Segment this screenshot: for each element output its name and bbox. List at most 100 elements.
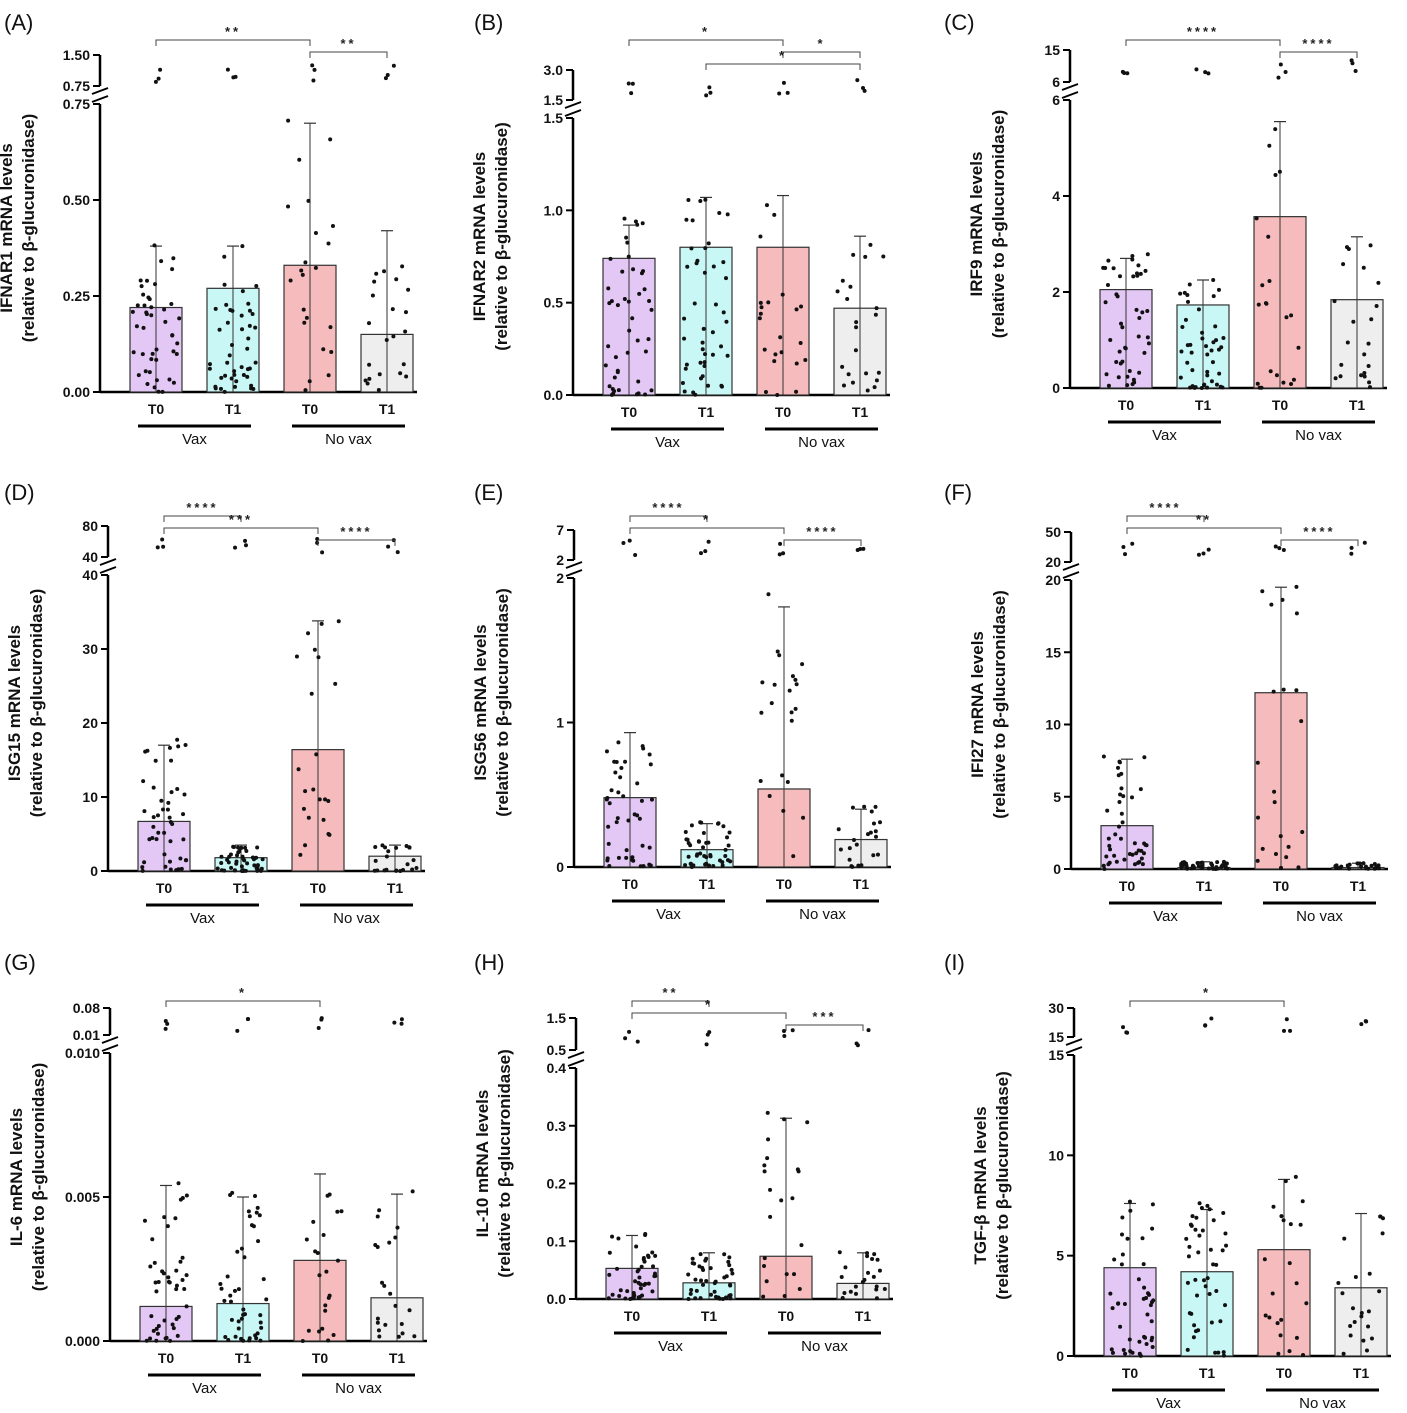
data-point: [313, 265, 318, 270]
data-point: [693, 1296, 698, 1301]
data-point: [1217, 371, 1222, 376]
data-point: [255, 845, 260, 850]
data-point: [766, 300, 771, 305]
data-point: [399, 1017, 404, 1022]
y-tick-label: 0.5: [547, 1042, 567, 1058]
data-point: [1376, 280, 1381, 285]
data-point: [1209, 348, 1214, 353]
data-point: [222, 389, 227, 394]
data-point: [167, 859, 172, 864]
data-point: [1366, 1309, 1371, 1314]
data-point: [794, 307, 799, 312]
y-tick-label: 0.005: [65, 1189, 100, 1205]
data-point: [640, 221, 645, 226]
data-point: [701, 326, 706, 331]
data-point: [606, 841, 611, 846]
data-point: [873, 829, 878, 834]
data-point: [1287, 1349, 1292, 1354]
axis-break-mark: [565, 569, 583, 577]
data-point: [636, 1280, 641, 1285]
y-tick-label: 1.5: [547, 1010, 567, 1026]
data-point: [175, 1333, 180, 1338]
data-point: [154, 1338, 159, 1343]
data-point: [303, 260, 308, 265]
data-point: [239, 1246, 244, 1251]
data-point: [386, 544, 391, 549]
data-point: [642, 287, 647, 292]
data-point: [1130, 382, 1135, 387]
data-point: [839, 1274, 844, 1279]
chart-panel-5: (E) ISG56 mRNA levels (relative to β-glucu…: [471, 480, 891, 923]
data-point: [218, 386, 223, 391]
data-point: [149, 313, 154, 318]
data-point: [175, 786, 180, 791]
data-point: [240, 327, 245, 332]
data-point: [789, 718, 794, 723]
data-point: [1294, 611, 1299, 616]
data-point: [761, 1294, 766, 1299]
data-point: [236, 1287, 241, 1292]
data-point: [1111, 266, 1116, 271]
y-axis-label: IFNAR2 mRNA levels: [470, 152, 489, 321]
data-point: [757, 316, 762, 321]
axis-break-mark: [567, 1059, 585, 1067]
significance-bracket: [782, 51, 861, 58]
y-tick-label: 4: [1052, 188, 1060, 204]
significance-label: **: [340, 36, 356, 51]
data-point: [313, 231, 318, 236]
data-point: [225, 360, 230, 365]
data-point: [1195, 1293, 1200, 1298]
data-point: [782, 1034, 787, 1039]
data-point: [229, 376, 234, 381]
data-point: [1123, 1351, 1128, 1356]
data-point: [1221, 1210, 1226, 1215]
data-point: [1119, 771, 1124, 776]
data-point: [335, 1209, 340, 1214]
data-point: [683, 366, 688, 371]
data-point: [1135, 273, 1140, 278]
data-point: [399, 1021, 404, 1026]
data-point: [684, 837, 689, 842]
significance-label: *: [779, 48, 787, 63]
data-point: [1361, 265, 1366, 270]
data-point: [1183, 317, 1188, 322]
data-point: [1269, 602, 1274, 607]
data-point: [1178, 291, 1183, 296]
data-point: [1206, 71, 1211, 76]
data-point: [1359, 1022, 1364, 1027]
x-tick-label: T0: [1119, 878, 1136, 894]
data-point: [1287, 1261, 1292, 1266]
data-point: [1105, 808, 1110, 813]
data-point: [640, 843, 645, 848]
y-axis-label: ISG56 mRNA levels: [471, 624, 490, 780]
data-point: [799, 1243, 804, 1248]
data-point: [607, 301, 612, 306]
group-label: No vax: [1295, 427, 1342, 444]
data-point: [635, 338, 640, 343]
data-point: [612, 375, 617, 380]
data-point: [254, 284, 259, 289]
data-point: [1254, 216, 1259, 221]
data-point: [707, 863, 712, 868]
data-point: [1120, 359, 1125, 364]
y-axis-label-units: (relative to β-glucuronidase): [993, 1071, 1012, 1300]
data-point: [1216, 287, 1221, 292]
data-point: [145, 278, 150, 283]
data-point: [780, 292, 785, 297]
data-point: [375, 1320, 380, 1325]
data-point: [162, 830, 167, 835]
data-point: [638, 1286, 643, 1291]
x-tick-label: T1: [233, 880, 250, 896]
data-point: [699, 376, 704, 381]
data-point: [609, 392, 614, 397]
data-point: [648, 762, 653, 767]
data-point: [701, 830, 706, 835]
panel-label: (I): [944, 950, 965, 975]
y-tick-label: 0.25: [63, 288, 90, 304]
data-point: [856, 863, 861, 868]
data-point: [703, 352, 708, 357]
data-point: [154, 1326, 159, 1331]
data-point: [181, 837, 186, 842]
data-point: [707, 85, 712, 90]
data-point: [1150, 1202, 1155, 1207]
